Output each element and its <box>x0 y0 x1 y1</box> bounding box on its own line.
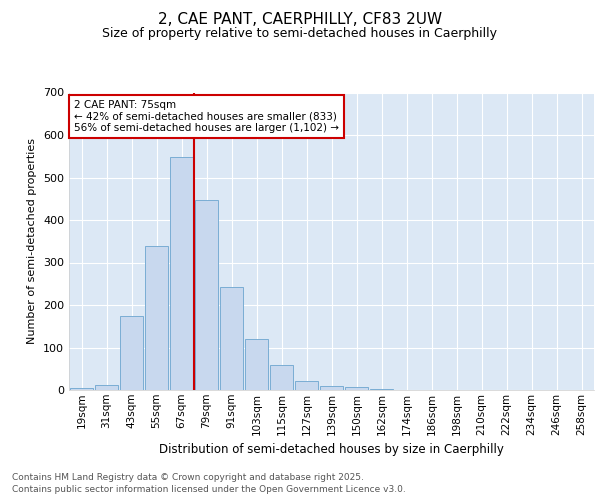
Bar <box>194 200 218 390</box>
Bar <box>220 287 244 390</box>
Bar <box>295 380 319 390</box>
Bar <box>95 385 118 390</box>
Bar <box>170 157 193 390</box>
Bar <box>320 386 343 390</box>
Y-axis label: Number of semi-detached properties: Number of semi-detached properties <box>28 138 37 344</box>
Text: Contains public sector information licensed under the Open Government Licence v3: Contains public sector information licen… <box>12 485 406 494</box>
Bar <box>370 389 394 390</box>
Text: Contains HM Land Registry data © Crown copyright and database right 2025.: Contains HM Land Registry data © Crown c… <box>12 472 364 482</box>
Bar <box>344 386 368 390</box>
Text: Size of property relative to semi-detached houses in Caerphilly: Size of property relative to semi-detach… <box>103 28 497 40</box>
Bar <box>70 388 94 390</box>
Text: 2 CAE PANT: 75sqm
← 42% of semi-detached houses are smaller (833)
56% of semi-de: 2 CAE PANT: 75sqm ← 42% of semi-detached… <box>74 100 339 133</box>
Text: 2, CAE PANT, CAERPHILLY, CF83 2UW: 2, CAE PANT, CAERPHILLY, CF83 2UW <box>158 12 442 28</box>
X-axis label: Distribution of semi-detached houses by size in Caerphilly: Distribution of semi-detached houses by … <box>159 443 504 456</box>
Bar <box>119 316 143 390</box>
Bar <box>245 339 268 390</box>
Bar <box>269 364 293 390</box>
Bar <box>145 246 169 390</box>
